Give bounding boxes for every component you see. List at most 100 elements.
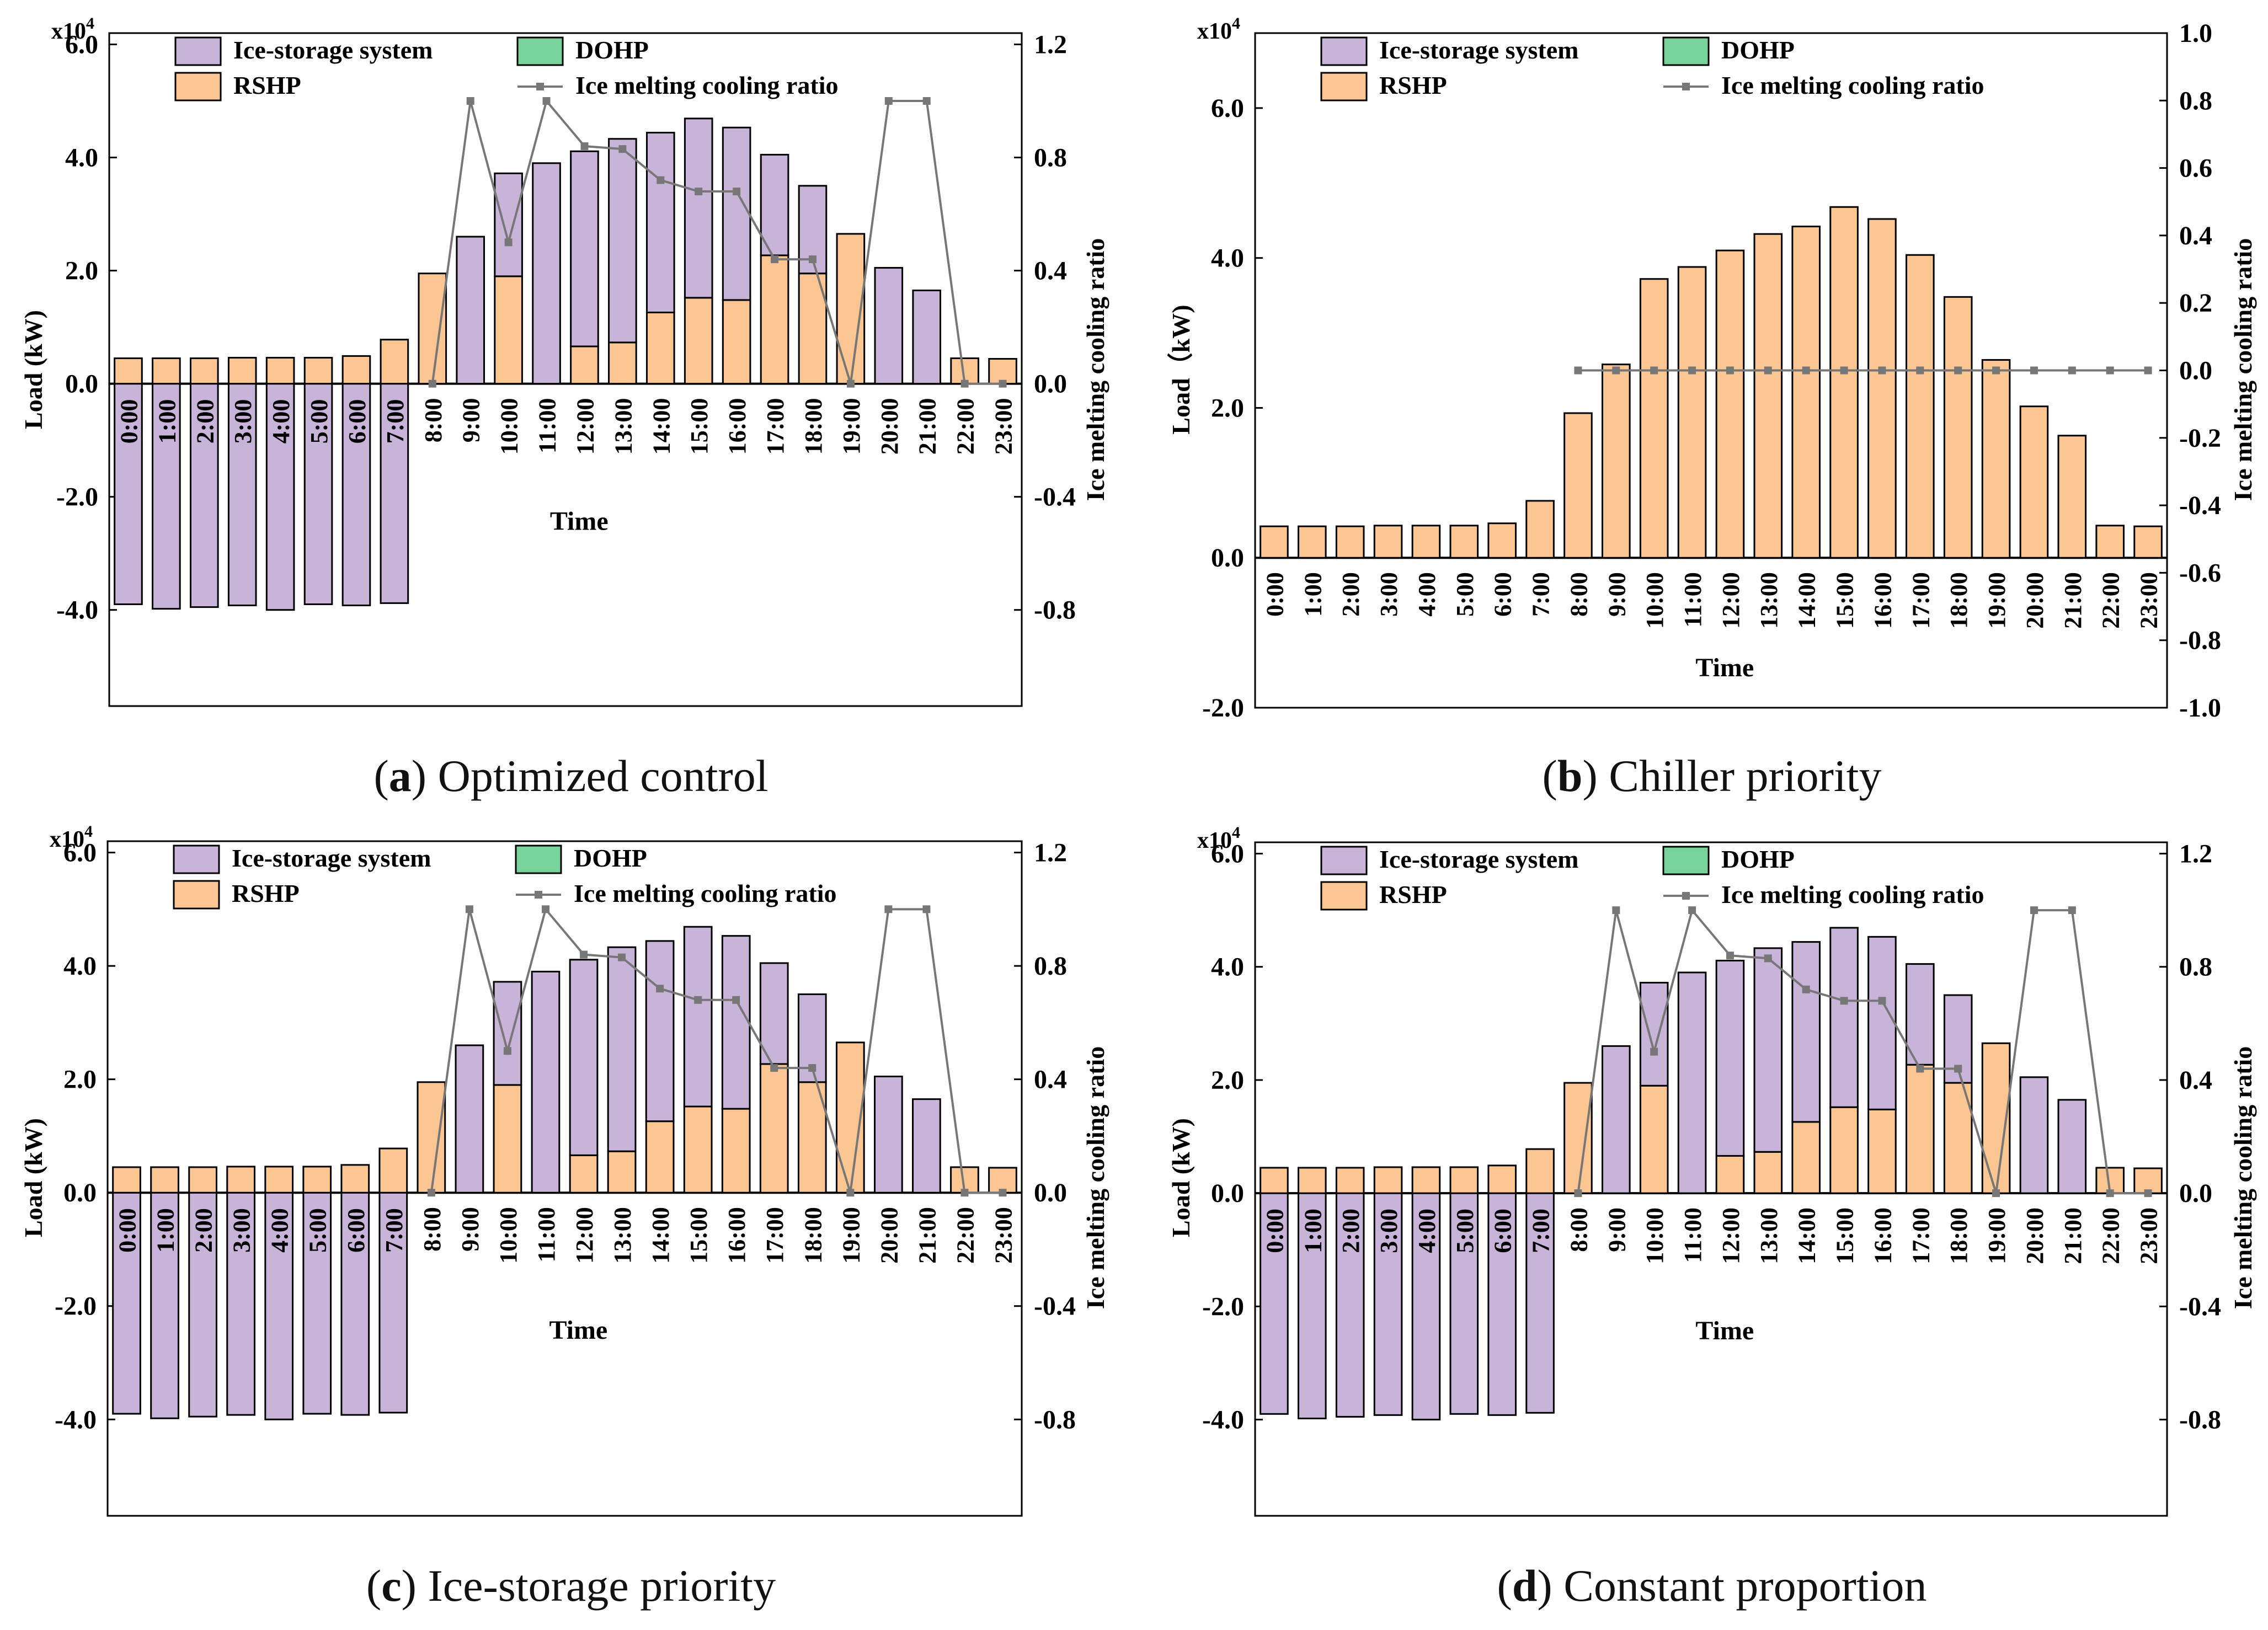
- legend-label-dohp: DOHP: [574, 844, 647, 872]
- ratio-point: [656, 985, 664, 993]
- bar-ice-5:00: [303, 383, 333, 605]
- bar-rshp-6:00: [1487, 1164, 1517, 1194]
- bar-ice-11:00: [532, 162, 561, 385]
- x-tick-label: 21:00: [914, 398, 941, 455]
- bar-ice-4:00: [1411, 1192, 1441, 1421]
- bar-ice-5:00: [1449, 1192, 1479, 1415]
- bar-ice-11:00: [1677, 971, 1707, 1194]
- x-tick-label: 3:00: [230, 399, 257, 444]
- x-tick-label: 21:00: [914, 1207, 941, 1264]
- x-tick-label: 5:00: [306, 399, 333, 444]
- bar-rshp-7:00: [1525, 500, 1555, 559]
- y-tick-label: 2.0: [63, 1065, 97, 1094]
- x-tick-label: 13:00: [1755, 572, 1783, 629]
- x-tick-label: 7:00: [381, 1208, 408, 1253]
- bar-rshp-2:00: [188, 1166, 217, 1194]
- x-tick-label: 19:00: [1983, 572, 2010, 629]
- x-tick-label: 10:00: [1641, 572, 1668, 629]
- x-tick-label: 17:00: [1907, 1207, 1934, 1264]
- ratio-point: [2106, 1189, 2114, 1198]
- ratio-point: [733, 188, 741, 196]
- x-tick-label: 9:00: [458, 398, 485, 443]
- x-axis-title: Time: [1695, 653, 1754, 682]
- bar-rshp-7:00: [378, 1147, 408, 1194]
- legend-label-dohp: DOHP: [1721, 36, 1795, 64]
- x-tick-label: 11:00: [1679, 572, 1706, 627]
- y2-tick-label: 1.0: [2179, 19, 2212, 48]
- x-tick-label: 23:00: [990, 1207, 1017, 1264]
- caption-a: (a) Optimized control: [373, 751, 769, 801]
- legend-label-rshp: RSHP: [233, 71, 301, 99]
- x-tick-label: 9:00: [1603, 1207, 1630, 1252]
- y2-tick-label: 0.4: [1034, 1065, 1067, 1094]
- y2-tick-label: -0.8: [1034, 1405, 1076, 1434]
- bar-ice-9:00: [456, 236, 485, 385]
- caption-d: (d) Constant proportion: [1497, 1560, 1927, 1611]
- legend: Ice-storage system RSHP DOHP Ice melting co…: [174, 36, 839, 101]
- ratio-point: [732, 996, 740, 1004]
- legend-label-ice: Ice-storage system: [233, 36, 433, 64]
- legend-marker-ratio: [535, 891, 542, 899]
- legend: Ice-storage system RSHP DOHP Ice melting co…: [173, 844, 837, 910]
- y-tick-label: 4.0: [1211, 244, 1244, 273]
- x-tick-label: 3:00: [228, 1208, 255, 1253]
- ratio-point: [922, 905, 931, 913]
- y-tick-label: 0.0: [1211, 543, 1244, 573]
- y2-tick-label: 0.0: [1034, 370, 1067, 399]
- bar-rshp-10:00: [1639, 1084, 1669, 1194]
- bar-rshp-21:00: [2057, 435, 2087, 559]
- multiplier-exp: 4: [86, 14, 94, 33]
- bar-rshp-14:00: [645, 311, 675, 385]
- bar-rshp-0:00: [112, 1166, 141, 1194]
- x-tick-label: 16:00: [1869, 572, 1896, 629]
- bar-ice-13:00: [607, 946, 637, 1152]
- bar-rshp-1:00: [150, 1166, 179, 1194]
- legend-label-ice: Ice-storage system: [1379, 36, 1578, 64]
- bar-ice-14:00: [645, 940, 675, 1123]
- legend-swatch-rshp: [173, 880, 220, 910]
- legend: Ice-storage system RSHP DOHP Ice melting co…: [1320, 36, 1984, 101]
- legend-swatch-ice: [1320, 36, 1368, 66]
- y-axis-title: Load (kW): [19, 310, 47, 429]
- ratio-point: [846, 1189, 855, 1197]
- bar-rshp-5:00: [303, 356, 333, 385]
- y2-tick-label: 0.2: [2179, 288, 2212, 318]
- bar-rshp-12:00: [570, 345, 599, 385]
- bar-rshp-15:00: [684, 297, 713, 385]
- x-tick-label: 9:00: [1603, 572, 1630, 617]
- y2-tick-label: -0.6: [2179, 558, 2221, 587]
- ratio-point: [695, 188, 703, 196]
- bar-rshp-13:00: [607, 1150, 637, 1194]
- bar-ice-13:00: [608, 138, 637, 344]
- bar-rshp-10:00: [1639, 278, 1669, 559]
- bar-rshp-17:00: [759, 1063, 789, 1194]
- bar-ice-4:00: [264, 1191, 294, 1420]
- x-tick-label: 1:00: [1299, 1209, 1326, 1253]
- bar-ice-17:00: [760, 153, 789, 256]
- ratio-point: [657, 176, 665, 184]
- bar-rshp-13:00: [608, 341, 637, 385]
- bar-rshp-1:00: [1298, 1167, 1327, 1194]
- ratio-point: [1764, 954, 1772, 963]
- ratio-point: [1802, 366, 1810, 375]
- bar-ice-17:00: [1906, 963, 1935, 1066]
- ratio-point: [1992, 366, 2000, 375]
- bar-rshp-20:00: [2019, 405, 2049, 559]
- bar-ice-10:00: [1639, 981, 1669, 1087]
- bar-rshp-7:00: [1525, 1148, 1555, 1194]
- ratio-point: [999, 380, 1007, 388]
- y2-tick-label: 0.4: [2179, 1066, 2212, 1095]
- bar-rshp-13:00: [1753, 233, 1783, 559]
- x-tick-label: 7:00: [382, 399, 409, 444]
- multiplier-base: x10: [1197, 19, 1232, 44]
- y-tick-label: -4.0: [1202, 1405, 1244, 1435]
- y-tick-label: -2.0: [55, 1292, 97, 1321]
- y2-axis-title: Ice melting cooling ratio: [2229, 238, 2257, 501]
- x-tick-label: 23:00: [2136, 572, 2163, 629]
- bar-rshp-10:00: [494, 275, 523, 385]
- bar-rshp-2:00: [189, 357, 219, 385]
- x-tick-label: 16:00: [723, 1207, 750, 1264]
- y2-axis-title: Ice melting cooling ratio: [1081, 238, 1109, 501]
- ratio-point: [542, 97, 551, 105]
- x-tick-label: 14:00: [1794, 1207, 1821, 1264]
